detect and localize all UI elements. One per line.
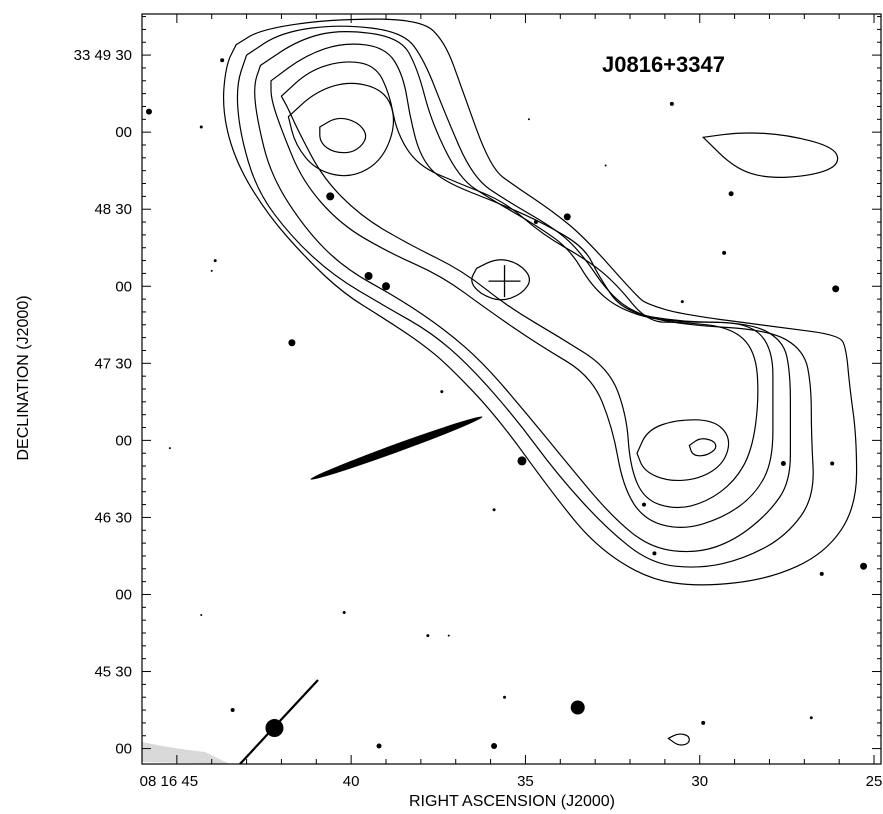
y-tick-label: 00 — [115, 432, 132, 449]
optical-source-33 — [809, 716, 813, 720]
y-tick-label: 33 49 30 — [74, 47, 132, 64]
y-tick-label: 00 — [115, 124, 132, 141]
contour-level-7 — [319, 117, 367, 154]
optical-source-28 — [376, 743, 382, 749]
optical-source-31 — [503, 695, 507, 699]
optical-source-32 — [701, 720, 706, 725]
optical-source-10 — [440, 390, 444, 394]
contour-level-12 — [667, 733, 690, 746]
optical-source-15 — [563, 213, 571, 221]
y-tick-label: 00 — [115, 278, 132, 295]
y-tick-label: 45 30 — [94, 664, 132, 681]
optical-source-19 — [722, 250, 727, 255]
optical-sources-layer — [145, 58, 868, 750]
optical-source-40 — [652, 551, 657, 556]
optical-source-4 — [326, 192, 335, 201]
optical-source-11 — [168, 447, 171, 450]
contour-level-6 — [287, 82, 395, 177]
optical-source-12 — [517, 456, 527, 466]
optical-source-24 — [780, 460, 786, 466]
optical-source-7 — [382, 282, 391, 291]
x-tick-label: 40 — [343, 773, 360, 790]
contour-level-11 — [701, 132, 839, 178]
x-tick-label: 25 — [866, 773, 883, 790]
optical-source-25 — [830, 461, 835, 466]
y-axis-title: DECLINATION (J2000) — [15, 295, 32, 460]
optical-source-13 — [492, 508, 496, 512]
contour-level-8 — [471, 259, 530, 301]
optical-source-35 — [426, 634, 430, 638]
x-tick-label: 35 — [517, 773, 534, 790]
core-cross-marker — [488, 265, 521, 298]
optical-source-23 — [860, 562, 868, 570]
contour-level-2 — [236, 25, 814, 568]
y-tick-label: 48 30 — [94, 201, 132, 218]
contour-level-9 — [636, 419, 730, 482]
optical-source-37 — [200, 614, 203, 617]
contour-level-5 — [280, 61, 759, 509]
optical-source-2 — [145, 108, 152, 115]
optical-source-36 — [447, 634, 450, 637]
contour-level-3 — [254, 31, 792, 553]
optical-source-17 — [669, 101, 674, 106]
y-tick-label: 46 30 — [94, 509, 132, 526]
optical-source-27 — [570, 700, 585, 715]
optical-galaxy-layer — [310, 416, 483, 480]
optical-source-1 — [220, 58, 225, 63]
optical-source-9 — [288, 339, 296, 347]
optical-source-30 — [230, 708, 235, 713]
noise-corner — [142, 679, 319, 765]
x-axis-title: RIGHT ASCENSION (J2000) — [409, 793, 615, 810]
contour-level-1 — [222, 18, 858, 586]
optical-source-5 — [213, 259, 217, 263]
contour-level-4 — [270, 43, 774, 528]
optical-source-34 — [342, 610, 346, 614]
contour-layer — [222, 18, 858, 746]
contour-level-10 — [688, 438, 717, 457]
optical-source-29 — [491, 743, 498, 750]
optical-source-39 — [527, 118, 530, 121]
optical-source-38 — [680, 300, 684, 304]
optical-source-3 — [199, 125, 203, 129]
x-axis-ticks: 08 16 45 40 35 30 25 — [140, 14, 883, 790]
x-tick-label: 30 — [691, 773, 708, 790]
x-tick-label: 08 16 45 — [140, 773, 198, 790]
core-marker-layer — [488, 265, 521, 298]
optical-source-8 — [364, 271, 373, 280]
optical-source-18 — [728, 191, 734, 197]
optical-galaxy — [310, 416, 483, 480]
plot-title: J0816+3347 — [602, 52, 725, 77]
optical-source-20 — [832, 285, 840, 293]
y-tick-label: 47 30 — [94, 355, 132, 372]
y-tick-label: 00 — [115, 586, 132, 603]
optical-source-22 — [819, 571, 824, 576]
optical-source-6 — [210, 269, 213, 272]
y-axis-ticks: 00 45 30 00 46 30 00 47 30 00 48 30 00 33 49 30 — [74, 16, 881, 758]
optical-source-21 — [641, 502, 646, 507]
optical-source-16 — [604, 164, 607, 167]
y-tick-label: 00 — [115, 741, 132, 758]
